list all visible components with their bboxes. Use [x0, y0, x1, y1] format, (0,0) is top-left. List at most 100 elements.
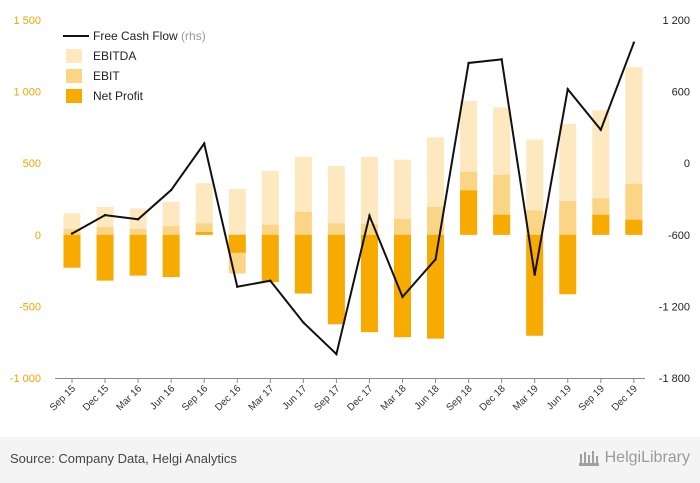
net-profit-bar[interactable] [592, 214, 610, 235]
net-profit-bar[interactable] [493, 214, 511, 235]
brand[interactable]: HelgiLibrary [578, 449, 690, 467]
net-profit-bar[interactable] [195, 231, 213, 235]
net-profit-bar[interactable] [559, 234, 577, 295]
free-cash-flow-point[interactable] [203, 142, 206, 145]
ebit-bar[interactable] [327, 223, 345, 235]
free-cash-flow-point[interactable] [335, 352, 338, 356]
x-tick-label: Mar 17 [247, 383, 277, 413]
ebitda-bar[interactable] [228, 188, 246, 235]
free-cash-flow-series [70, 41, 636, 357]
net-profit-bar[interactable] [96, 234, 114, 281]
ebitda-bar[interactable] [261, 171, 279, 235]
ebit-bar[interactable] [394, 219, 411, 235]
net-profit-bar[interactable] [327, 234, 345, 325]
ebit-bar[interactable] [129, 229, 147, 235]
x-tick-label: Sep 16 [180, 383, 210, 413]
free-cash-flow-point[interactable] [302, 321, 305, 324]
left-tick-label: 500 [23, 158, 41, 170]
bars [63, 67, 643, 339]
free-cash-flow-point[interactable] [500, 58, 503, 61]
legend-rhs-suffix: (rhs) [178, 29, 206, 43]
free-cash-flow-point[interactable] [533, 273, 536, 276]
left-tick-label: 1 500 [13, 15, 41, 27]
legend-label-text: Free Cash Flow [93, 29, 178, 43]
ebitda-bar[interactable] [195, 183, 213, 235]
ebit-bar[interactable] [96, 226, 114, 235]
net-profit-bar[interactable] [129, 234, 147, 276]
left-tick-label: 0 [35, 230, 41, 242]
free-cash-flow-point[interactable] [632, 41, 636, 44]
ebitda-bar[interactable] [394, 159, 411, 235]
x-tick-label: Dec 19 [610, 383, 640, 413]
ebit-bar[interactable] [261, 224, 279, 235]
right-tick-label: -1 200 [659, 301, 690, 313]
net-profit-legend-label[interactable]: Net Profit [93, 89, 144, 103]
net-profit-bar[interactable] [261, 234, 279, 283]
left-tick-label: 1 000 [13, 87, 41, 99]
ebit-bar[interactable] [427, 206, 445, 235]
ebitda-legend-label[interactable]: EBITDA [93, 49, 136, 63]
net-profit-bar[interactable] [460, 190, 478, 235]
x-tick-label: Sep 15 [48, 383, 78, 413]
free-cash-flow-point[interactable] [434, 258, 437, 261]
net-profit-legend-swatch [66, 89, 82, 103]
ebit-bar[interactable] [195, 223, 213, 235]
free-cash-flow-point[interactable] [269, 279, 272, 282]
net-profit-bar[interactable] [625, 219, 643, 235]
legend-label-text: Net Profit [93, 89, 144, 103]
free-cash-flow-point[interactable] [70, 232, 74, 235]
free-cash-flow-point[interactable] [169, 188, 173, 192]
net-profit-bar[interactable] [394, 234, 411, 338]
net-profit-bar[interactable] [427, 234, 445, 339]
ebit-legend-swatch [66, 69, 82, 83]
free-cash-flow-point[interactable] [599, 128, 602, 131]
legend-label-text: EBIT [93, 69, 120, 83]
left-axis: 1 500 1 000 500 0 -500 -1 000 [10, 15, 41, 385]
brand-text: HelgiLibrary [604, 449, 690, 466]
x-tick-label: Dec 15 [81, 383, 111, 413]
net-profit-bar[interactable] [360, 234, 378, 333]
x-tick-label: Dec 16 [213, 383, 243, 413]
free-cash-flow-point[interactable] [136, 218, 140, 221]
right-tick-label: -600 [668, 230, 690, 242]
ebit-bar[interactable] [162, 226, 180, 235]
net-profit-bar[interactable] [162, 234, 180, 278]
right-tick-label: 600 [672, 87, 690, 99]
net-profit-bar[interactable] [63, 234, 81, 268]
x-tick-label: Jun 18 [413, 383, 442, 412]
ebit-bar[interactable] [63, 229, 81, 235]
x-tick-label: Mar 16 [114, 383, 144, 413]
legend: Free Cash Flow (rhs) EBITDA EBIT Net Profit [63, 29, 206, 103]
x-axis: Sep 15 Dec 15 Mar 16 Jun 16 Sep 16 Dec 16 Mar … [48, 378, 645, 414]
ebitda-bar[interactable] [360, 156, 378, 235]
right-axis: 1 200 600 0 -600 -1 200 -1 800 [659, 15, 690, 385]
x-tick-label: Mar 19 [511, 383, 541, 413]
x-tick-label: Dec 17 [345, 383, 375, 413]
left-tick-label: -1 000 [10, 373, 41, 385]
x-tick-label: Mar 18 [379, 383, 409, 413]
ebitda-bar[interactable] [327, 166, 345, 235]
ebit-legend-label[interactable]: EBIT [93, 69, 120, 83]
ebit-bar[interactable] [360, 224, 378, 235]
free-cash-flow-legend-label[interactable]: Free Cash Flow (rhs) [93, 29, 206, 43]
free-cash-flow-point[interactable] [401, 295, 404, 299]
left-tick-label: -500 [19, 301, 41, 313]
right-tick-label: -1 800 [659, 373, 690, 385]
ebit-bar[interactable] [526, 210, 544, 235]
free-cash-flow-point[interactable] [467, 61, 470, 65]
net-profit-bar[interactable] [228, 234, 246, 253]
free-cash-flow-point[interactable] [368, 214, 371, 217]
free-cash-flow-line[interactable] [71, 42, 635, 357]
net-profit-bar[interactable] [294, 234, 312, 294]
x-tick-label: Jun 16 [148, 383, 177, 412]
ebitda-legend-swatch [66, 49, 82, 63]
ebit-bar[interactable] [294, 211, 312, 235]
free-cash-flow-point[interactable] [566, 88, 569, 91]
net-profit-bar[interactable] [526, 234, 544, 336]
free-cash-flow-point[interactable] [103, 213, 107, 217]
x-tick-label: Dec 18 [478, 383, 508, 413]
ebit-bar[interactable] [559, 201, 577, 235]
free-cash-flow-point[interactable] [236, 285, 239, 288]
legend-label-text: EBITDA [93, 49, 136, 63]
x-tick-label: Sep 18 [445, 383, 475, 413]
